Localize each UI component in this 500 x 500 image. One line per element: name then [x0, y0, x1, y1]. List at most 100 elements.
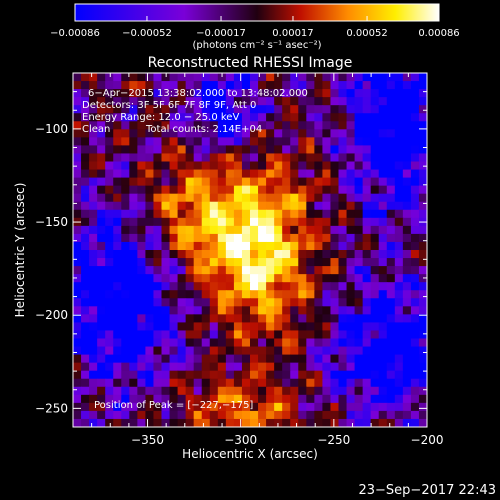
heatmap-cell — [410, 370, 420, 380]
heatmap-cell — [105, 370, 114, 380]
heatmap-cell — [394, 402, 404, 412]
heatmap-cell — [274, 161, 283, 171]
heatmap-cell — [378, 322, 388, 332]
heatmap-cell — [338, 209, 348, 219]
heatmap-cell — [298, 105, 307, 114]
heatmap-cell — [241, 378, 251, 388]
heatmap-cell — [330, 298, 340, 307]
heatmap-cell — [410, 169, 420, 179]
heatmap-cell — [209, 193, 219, 203]
heatmap-cell — [314, 121, 324, 130]
heatmap-cell — [209, 73, 219, 82]
heatmap-cell — [298, 121, 307, 130]
heatmap-cell — [241, 217, 251, 227]
heatmap-cell — [225, 201, 235, 211]
heatmap-cell — [298, 153, 307, 163]
heatmap-cell — [97, 193, 106, 203]
heatmap-cell — [410, 306, 420, 315]
heatmap-cell — [386, 137, 396, 147]
heatmap-cell — [298, 418, 307, 427]
heatmap-cell — [338, 298, 348, 307]
heatmap-cell — [370, 225, 380, 235]
heatmap-cell — [209, 362, 219, 372]
heatmap-cell — [145, 233, 155, 243]
heatmap-cell — [410, 410, 420, 420]
heatmap-cell — [386, 354, 396, 364]
heatmap-cell — [137, 330, 147, 340]
heatmap-cell — [282, 330, 291, 340]
heatmap-cell — [113, 274, 122, 283]
heatmap-cell — [81, 241, 90, 251]
heatmap-cell — [266, 274, 275, 283]
heatmap-cell — [338, 185, 348, 195]
heatmap-cell — [161, 410, 171, 420]
heatmap-cell — [266, 298, 275, 307]
heatmap-cell — [346, 370, 356, 380]
heatmap-cell — [169, 298, 179, 307]
heatmap-cell — [121, 410, 130, 420]
heatmap-cell — [402, 105, 412, 114]
heatmap-cell — [410, 97, 420, 106]
heatmap-cell — [233, 209, 243, 219]
y-tick-label: −250 — [35, 401, 68, 415]
heatmap-cell — [370, 274, 380, 283]
heatmap-cell — [346, 89, 356, 98]
heatmap-cell — [153, 370, 163, 380]
heatmap-cell — [137, 233, 147, 243]
heatmap-cell — [282, 402, 291, 412]
heatmap-cell — [362, 233, 372, 243]
heatmap-cell — [386, 402, 396, 412]
heatmap-cell — [161, 225, 171, 235]
heatmap-cell — [322, 89, 332, 98]
heatmap-cell — [185, 209, 195, 219]
heatmap-cell — [322, 121, 332, 130]
heatmap-cell — [201, 217, 211, 227]
heatmap-cell — [201, 73, 211, 82]
heatmap-cell — [282, 233, 291, 243]
heatmap-cell — [105, 306, 114, 315]
heatmap-cell — [346, 306, 356, 315]
heatmap-cell — [266, 129, 275, 138]
x-tick-label: −200 — [411, 433, 444, 447]
heatmap-cell — [217, 250, 227, 259]
heatmap-cell — [177, 410, 187, 420]
heatmap-cell — [105, 201, 114, 211]
heatmap-cell — [322, 185, 332, 195]
heatmap-cell — [193, 306, 203, 315]
heatmap-cell — [177, 89, 187, 98]
heatmap-cell — [362, 282, 372, 291]
heatmap-cell — [169, 378, 179, 388]
heatmap-cell — [394, 81, 404, 90]
annotation-energy: Energy Range: 12.0 − 25.0 keV — [82, 112, 239, 123]
heatmap-cell — [266, 314, 275, 324]
heatmap-cell — [137, 89, 147, 98]
heatmap-cell — [233, 89, 243, 98]
heatmap-cell — [322, 177, 332, 187]
heatmap-cell — [129, 201, 138, 211]
heatmap-cell — [129, 410, 138, 420]
heatmap-cell — [105, 378, 114, 388]
heatmap-cell — [209, 177, 219, 187]
heatmap-cell — [129, 217, 138, 227]
heatmap-cell — [105, 217, 114, 227]
heatmap-cell — [113, 394, 122, 404]
heatmap-cell — [410, 105, 420, 114]
heatmap-cell — [73, 145, 82, 155]
heatmap-cell — [306, 378, 315, 388]
heatmap-cell — [370, 201, 380, 211]
heatmap-cell — [402, 169, 412, 179]
heatmap-cell — [418, 418, 427, 427]
heatmap-cell — [81, 258, 90, 267]
heatmap-cell — [241, 121, 251, 130]
heatmap-cell — [274, 266, 283, 275]
heatmap-cell — [73, 250, 82, 259]
heatmap-cell — [370, 73, 380, 82]
heatmap-cell — [314, 418, 324, 427]
heatmap-cell — [217, 274, 227, 283]
heatmap-cell — [346, 161, 356, 171]
heatmap-cell — [290, 169, 299, 179]
heatmap-cell — [386, 241, 396, 251]
heatmap-cell — [330, 250, 340, 259]
heatmap-cell — [418, 145, 427, 155]
heatmap-cell — [193, 73, 203, 82]
